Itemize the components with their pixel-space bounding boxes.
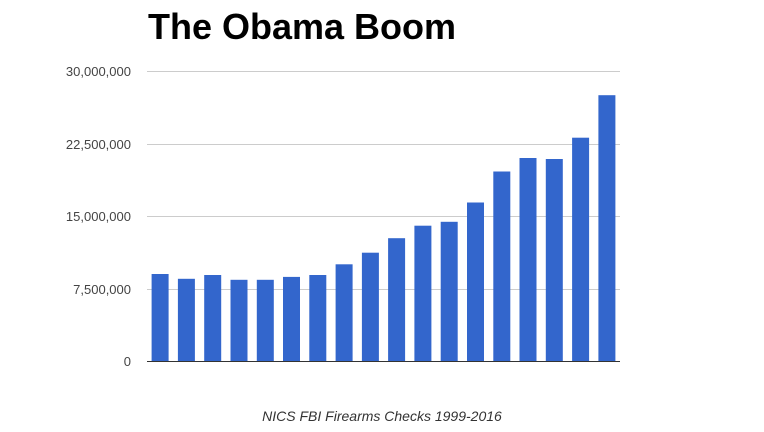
bar-2006: [335, 264, 353, 361]
y-tick-label: 22,500,000: [66, 137, 131, 152]
y-tick-label: 30,000,000: [66, 64, 131, 79]
x-axis-label: NICS FBI Firearms Checks 1999-2016: [262, 408, 502, 424]
bar-2012: [493, 171, 511, 361]
bar-2008: [388, 238, 406, 361]
y-tick-label: 7,500,000: [73, 282, 131, 297]
chart-title: The Obama Boom: [148, 6, 457, 47]
bar-2001: [204, 275, 222, 361]
bar-2014: [545, 159, 563, 361]
bars: [151, 95, 616, 361]
gridlines: [147, 71, 620, 290]
bar-2011: [467, 202, 484, 361]
bar-2013: [519, 158, 537, 361]
y-axis-ticks: 0 7,500,000 15,000,000 22,500,000 30,000,000: [66, 64, 131, 369]
bar-2015: [572, 137, 590, 361]
bar-2010: [440, 221, 458, 361]
bar-2009: [414, 225, 432, 361]
bar-2003: [256, 279, 274, 361]
y-tick-label: 15,000,000: [66, 209, 131, 224]
bar-1999: [151, 274, 169, 361]
bar-2004: [283, 276, 300, 361]
bar-2007: [361, 252, 379, 361]
bar-2002: [230, 279, 248, 361]
y-tick-label: 0: [124, 354, 131, 369]
bar-2016: [598, 95, 616, 361]
bar-2005: [309, 275, 327, 361]
bar-2000: [177, 278, 195, 361]
